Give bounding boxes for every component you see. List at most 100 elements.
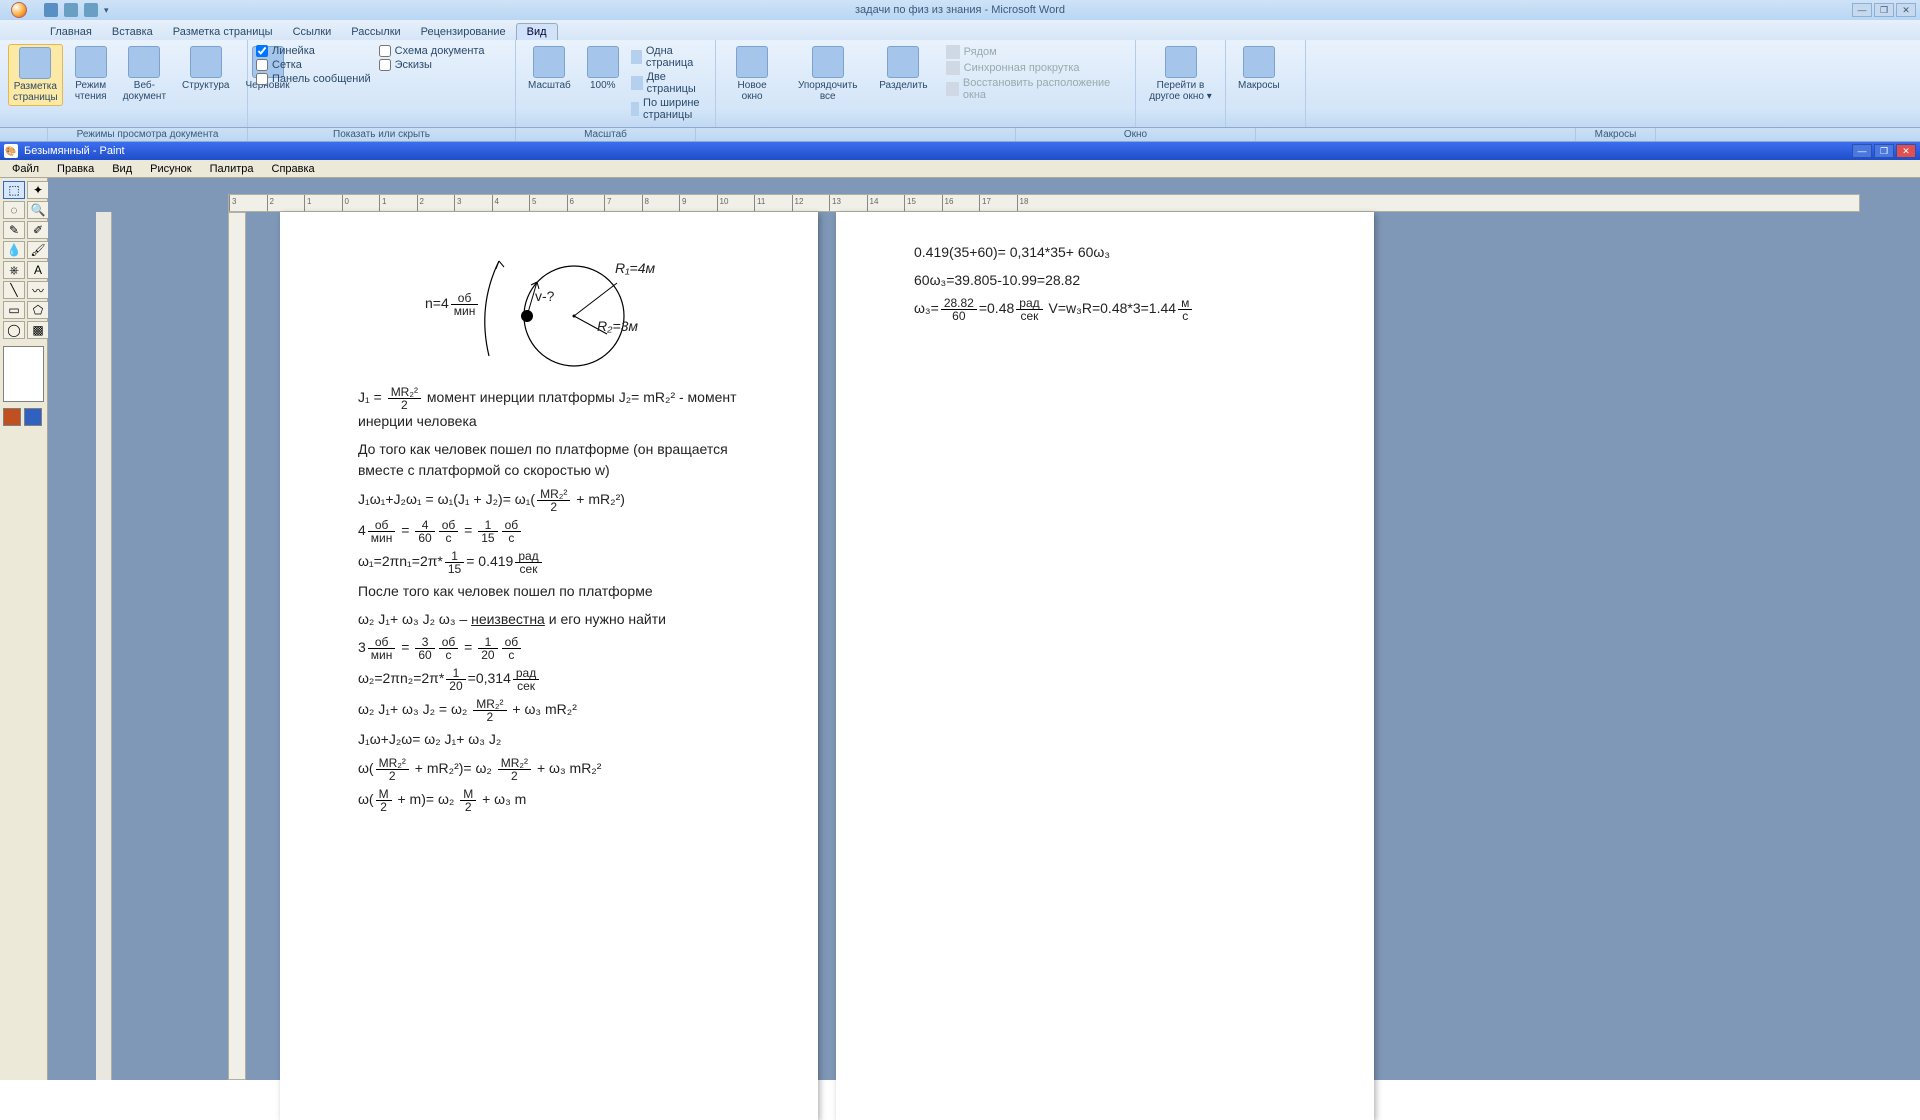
quick-access-toolbar: ▾ xyxy=(44,3,109,17)
zoom-option[interactable]: По ширине страницы xyxy=(631,97,707,121)
group-zoom: Масштаб100% Одна страницаДве страницыПо … xyxy=(516,40,716,127)
save-icon[interactable] xyxy=(44,3,58,17)
ribbon-checkbox[interactable]: Схема документа xyxy=(379,45,485,57)
group-label xyxy=(1256,128,1576,141)
tab-вид[interactable]: Вид xyxy=(516,23,558,40)
group-label xyxy=(0,128,48,141)
v-label: v-? xyxy=(535,286,554,308)
zoom-option[interactable]: Одна страница xyxy=(631,45,707,69)
zoom-button[interactable]: 100% xyxy=(583,44,623,93)
workspace: ⬚✦◌🔍✎✐💧🖌⎈A╲〰▭⬠◯▩ 32101234567891011121314… xyxy=(0,178,1920,1080)
document-area: 3210123456789101112131415161718 xyxy=(48,178,1920,1080)
paint-tool[interactable]: ✎ xyxy=(3,221,25,239)
paint-title: Безымянный - Paint xyxy=(24,145,125,157)
zoom-option[interactable]: Две страницы xyxy=(631,71,707,95)
tab-рассылки[interactable]: Рассылки xyxy=(341,24,410,40)
paint-tool[interactable]: ✐ xyxy=(27,221,49,239)
paragraph: До того как человек пошел по платформе (… xyxy=(358,439,740,482)
group-macros: Макросы xyxy=(1226,40,1306,127)
group-switch-window: Перейти в другое окно ▾ xyxy=(1136,40,1226,127)
ribbon-checkbox[interactable]: Панель сообщений xyxy=(256,73,371,85)
macros-button[interactable]: Макросы xyxy=(1234,44,1284,93)
group-label: Показать или скрыть xyxy=(248,128,516,141)
paint-menubar: ФайлПравкаВидРисунокПалитраСправка xyxy=(0,160,1920,178)
ribbon-tabs: ГлавнаяВставкаРазметка страницыСсылкиРас… xyxy=(0,20,1920,40)
view-mode-button[interactable]: Режим чтения xyxy=(71,44,111,104)
group-label: Режимы просмотра документа xyxy=(48,128,248,141)
paint-tool[interactable]: ▭ xyxy=(3,301,25,319)
ruler-vertical xyxy=(228,212,246,1080)
paint-menu-item[interactable]: Рисунок xyxy=(142,162,200,176)
window-option[interactable]: Рядом xyxy=(946,45,1127,59)
paint-tool[interactable]: ▩ xyxy=(27,321,49,339)
document-title: задачи по физ из знания - Microsoft Word xyxy=(855,4,1065,16)
ribbon-checkbox[interactable]: Линейка xyxy=(256,45,371,57)
ribbon-group-labels: Режимы просмотра документаПоказать или с… xyxy=(0,128,1920,142)
restore-button[interactable]: ❐ xyxy=(1874,3,1894,17)
window-button[interactable]: Новое окно xyxy=(724,44,780,104)
r2-label: R₂=3м xyxy=(597,316,638,338)
paint-tool[interactable]: ⬠ xyxy=(27,301,49,319)
physics-diagram: n=4обмин v-? R₁=4м R₂=3м xyxy=(419,236,679,376)
color-swatch-2[interactable] xyxy=(24,408,42,426)
undo-icon[interactable] xyxy=(64,3,78,17)
view-mode-button[interactable]: Разметка страницы xyxy=(8,44,63,106)
group-label xyxy=(696,128,1016,141)
paint-restore-button[interactable]: ❐ xyxy=(1874,144,1894,158)
group-label: Масштаб xyxy=(516,128,696,141)
paint-tool[interactable]: ⬚ xyxy=(3,181,25,199)
paint-tool[interactable]: 🔍 xyxy=(27,201,49,219)
paint-menu-item[interactable]: Правка xyxy=(49,162,102,176)
paint-tool[interactable]: ✦ xyxy=(27,181,49,199)
paint-toolbox: ⬚✦◌🔍✎✐💧🖌⎈A╲〰▭⬠◯▩ xyxy=(0,178,48,1080)
tab-разметка страницы[interactable]: Разметка страницы xyxy=(163,24,283,40)
paint-tool[interactable]: ⎈ xyxy=(3,261,25,279)
paint-tool[interactable]: ╲ xyxy=(3,281,25,299)
color-swatch-1[interactable] xyxy=(3,408,21,426)
paint-menu-item[interactable]: Справка xyxy=(264,162,323,176)
paint-menu-item[interactable]: Палитра xyxy=(202,162,262,176)
paint-tool[interactable]: ◯ xyxy=(3,321,25,339)
paint-tool[interactable]: 〰 xyxy=(27,281,49,299)
minimize-button[interactable]: — xyxy=(1852,3,1872,17)
paint-titlebar: 🎨 Безымянный - Paint — ❐ ✕ xyxy=(0,142,1920,160)
view-mode-button[interactable]: Структура xyxy=(178,44,233,93)
group-label: Окно xyxy=(1016,128,1256,141)
paint-menu-item[interactable]: Вид xyxy=(104,162,140,176)
page-1: n=4обмин v-? R₁=4м R₂=3м J₁ = MR₂²2 моме… xyxy=(280,212,818,1120)
view-mode-button[interactable]: Веб-документ xyxy=(119,44,170,104)
paint-tool[interactable]: 🖌 xyxy=(27,241,49,259)
close-button[interactable]: ✕ xyxy=(1896,3,1916,17)
window-button[interactable]: Упорядочить все xyxy=(788,44,867,104)
tab-ссылки[interactable]: Ссылки xyxy=(283,24,342,40)
page-2: 0.419(35+60)= 0,314*35+ 60ω₃ 60ω₃=39.805… xyxy=(836,212,1374,1120)
zoom-button[interactable]: Масштаб xyxy=(524,44,575,93)
paint-tool[interactable]: 💧 xyxy=(3,241,25,259)
qat-dropdown-icon[interactable]: ▾ xyxy=(104,5,109,16)
switch-window-button[interactable]: Перейти в другое окно ▾ xyxy=(1144,44,1217,104)
n-label: n=4 xyxy=(425,295,449,311)
paint-menu-item[interactable]: Файл xyxy=(4,162,47,176)
word-titlebar: ▾ задачи по физ из знания - Microsoft Wo… xyxy=(0,0,1920,20)
tab-рецензирование[interactable]: Рецензирование xyxy=(411,24,516,40)
tab-главная[interactable]: Главная xyxy=(40,24,102,40)
window-button[interactable]: Разделить xyxy=(875,44,931,104)
paint-minimize-button[interactable]: — xyxy=(1852,144,1872,158)
window-option[interactable]: Восстановить расположение окна xyxy=(946,77,1127,101)
paint-app-icon: 🎨 xyxy=(4,144,18,158)
ribbon-checkbox[interactable]: Эскизы xyxy=(379,59,485,71)
paragraph: После того как человек пошел по платформ… xyxy=(358,581,740,603)
paint-tool[interactable]: A xyxy=(27,261,49,279)
ribbon-checkbox[interactable]: Сетка xyxy=(256,59,371,71)
ruler-vertical-left xyxy=(96,212,112,1080)
r1-label: R₁=4м xyxy=(615,258,655,280)
group-document-views: Разметка страницыРежим чтенияВеб-докумен… xyxy=(0,40,248,127)
paint-close-button[interactable]: ✕ xyxy=(1896,144,1916,158)
paint-tool[interactable]: ◌ xyxy=(3,201,25,219)
tab-вставка[interactable]: Вставка xyxy=(102,24,163,40)
redo-icon[interactable] xyxy=(84,3,98,17)
window-option[interactable]: Синхронная прокрутка xyxy=(946,61,1127,75)
group-window: Новое окноУпорядочить всеРазделить Рядом… xyxy=(716,40,1136,127)
office-button[interactable] xyxy=(0,0,38,20)
group-label: Макросы xyxy=(1576,128,1656,141)
